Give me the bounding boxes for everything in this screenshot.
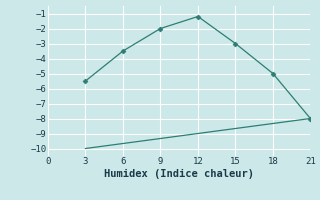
X-axis label: Humidex (Indice chaleur): Humidex (Indice chaleur) xyxy=(104,169,254,179)
